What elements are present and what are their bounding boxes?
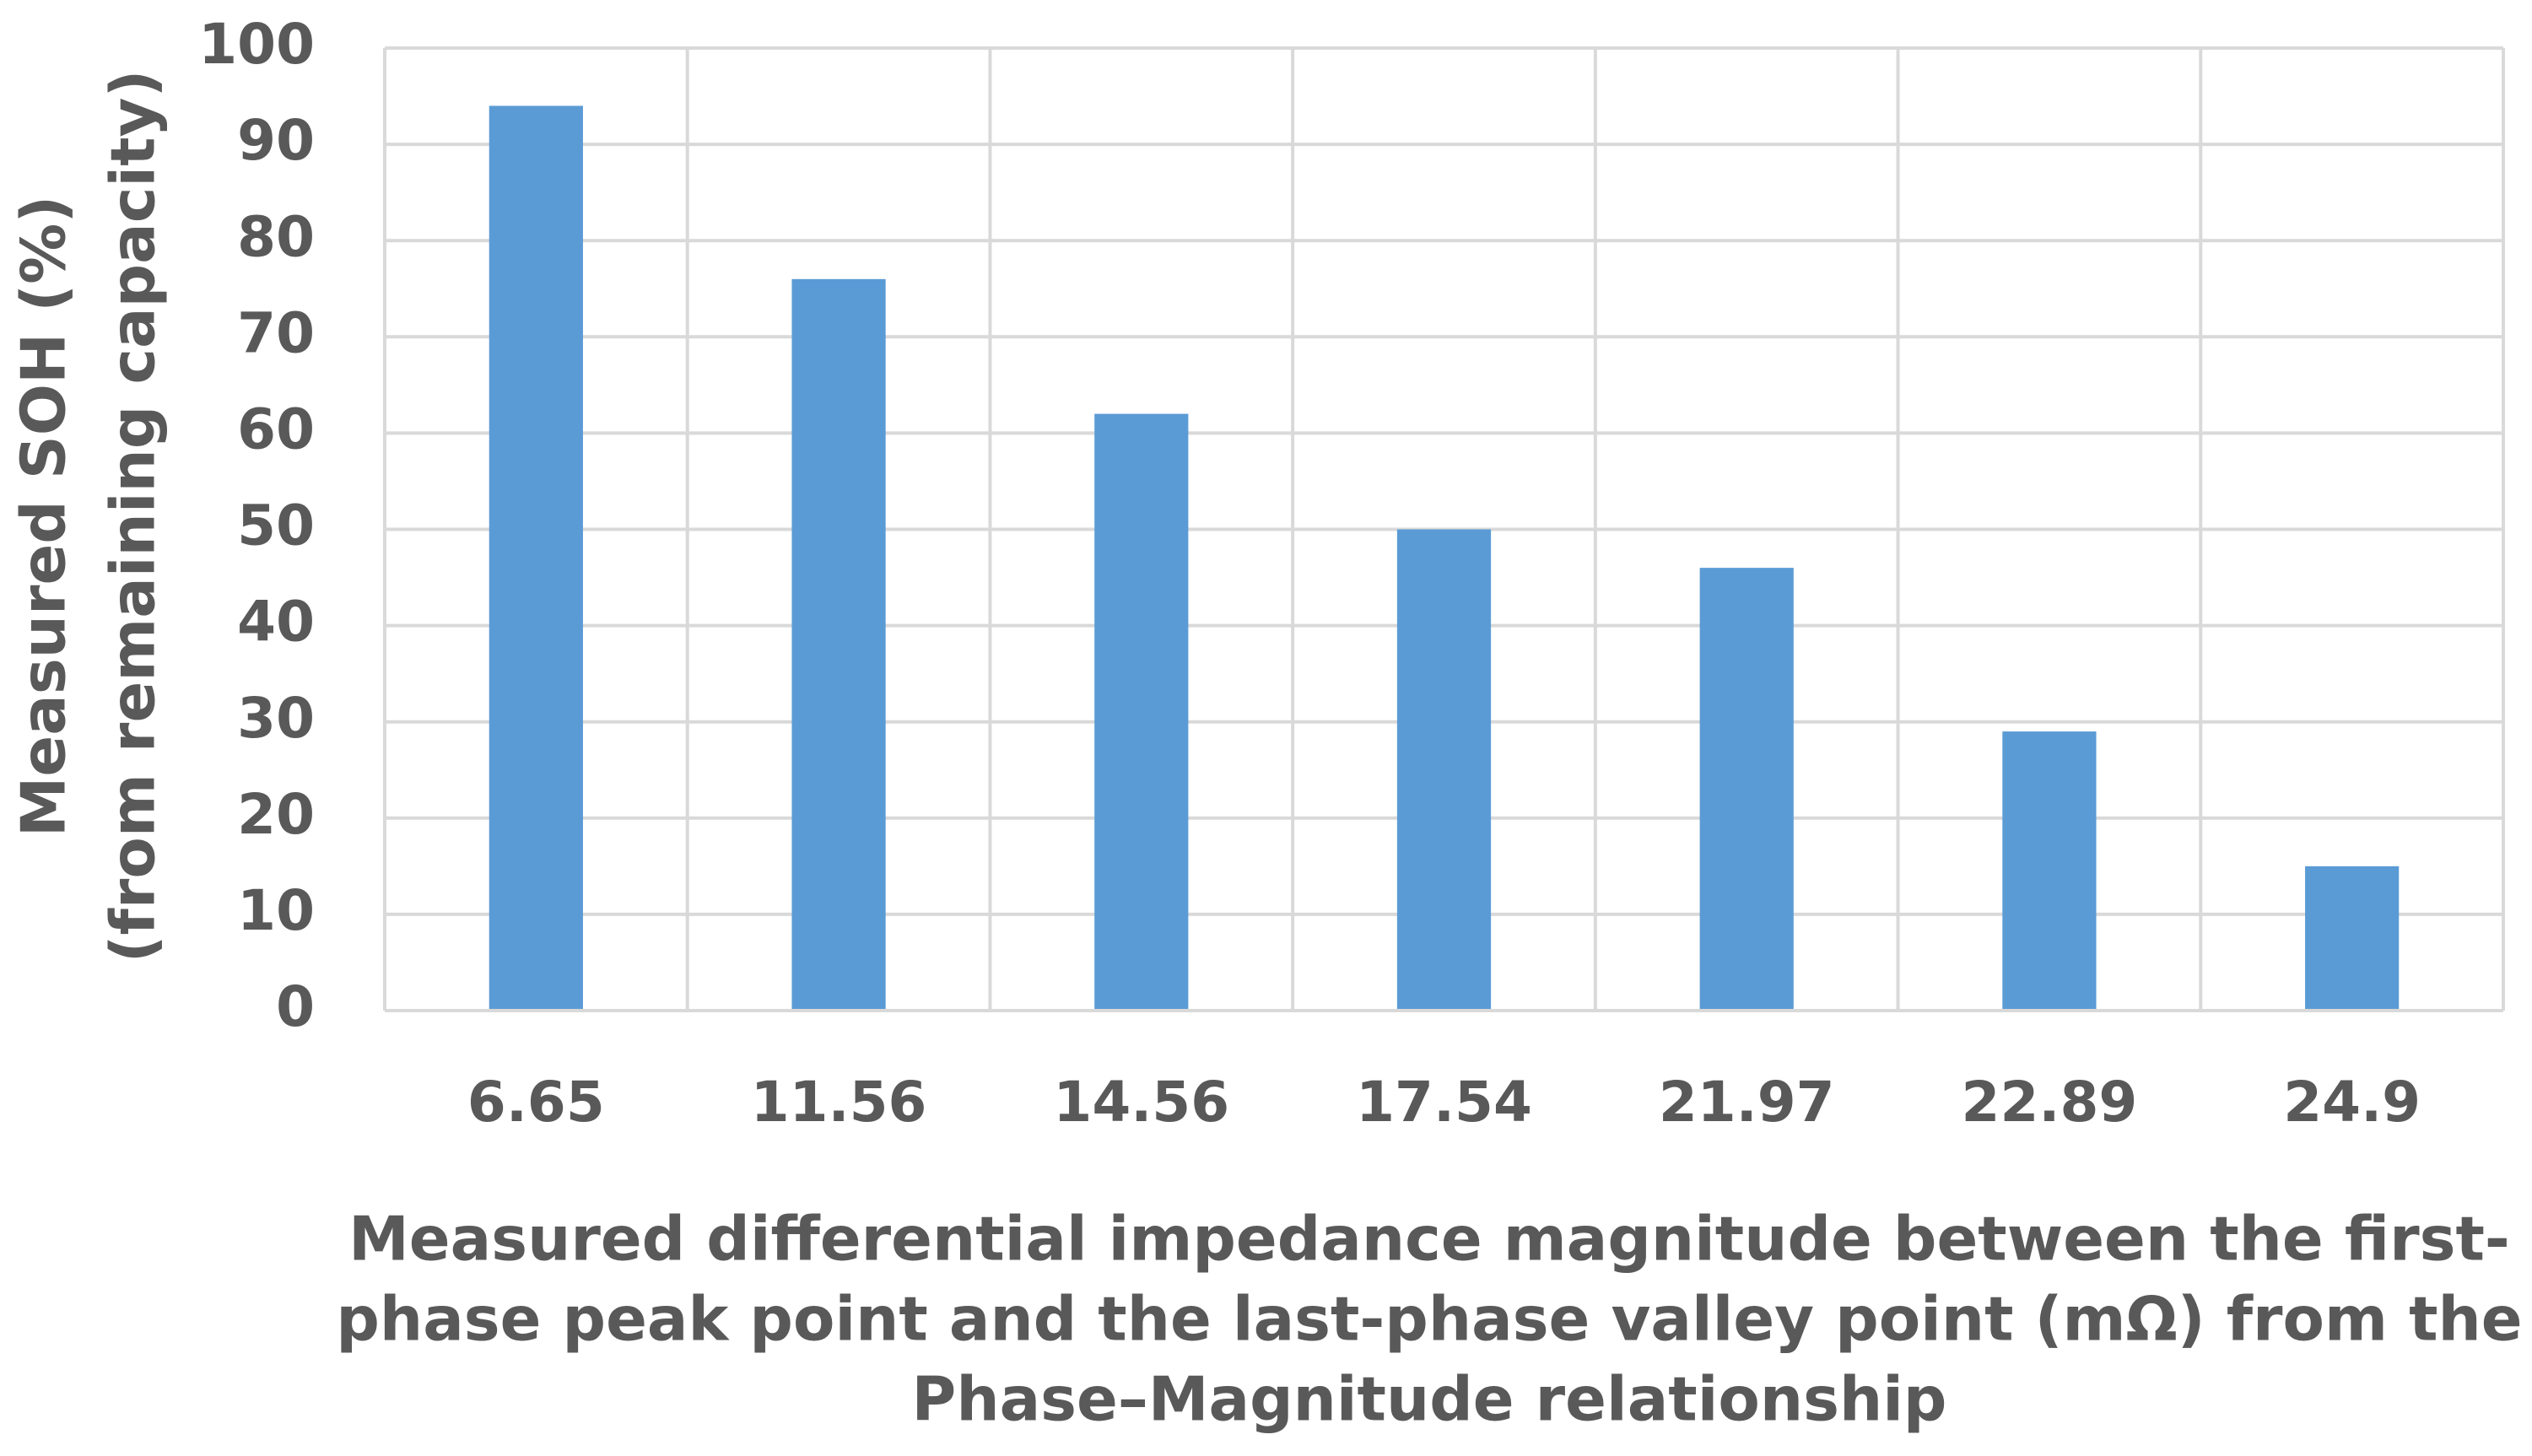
y-tick-label: 10 <box>237 878 315 943</box>
x-tick-label: 11.56 <box>751 1070 927 1135</box>
y-tick-label: 20 <box>237 782 315 847</box>
y-tick-label: 70 <box>237 300 315 365</box>
x-axis-title: Measured differential impedance magnitud… <box>348 1204 2510 1275</box>
x-tick-label: 21.97 <box>1659 1070 1835 1135</box>
y-axis-title: (from remaining capacity) <box>98 70 169 963</box>
x-axis-title: phase peak point and the last-phase vall… <box>336 1284 2522 1355</box>
y-tick-label: 50 <box>237 493 315 558</box>
bar <box>2305 866 2400 1011</box>
y-tick-label: 80 <box>237 204 315 269</box>
x-tick-label: 17.54 <box>1356 1070 1532 1135</box>
y-axis-title: Measured SOH (%) <box>8 196 79 837</box>
y-tick-label: 0 <box>276 974 315 1039</box>
bar <box>1699 568 1794 1011</box>
x-tick-label: 6.65 <box>467 1070 605 1135</box>
x-tick-label: 24.9 <box>2283 1070 2421 1135</box>
y-tick-label: 40 <box>237 590 315 655</box>
bar <box>1094 413 1189 1011</box>
bar <box>791 278 886 1011</box>
bar <box>2002 731 2097 1011</box>
y-tick-label: 100 <box>198 12 315 77</box>
x-tick-label: 14.56 <box>1053 1070 1229 1135</box>
y-tick-label: 30 <box>237 686 315 751</box>
x-axis-title: Phase–Magnitude relationship <box>912 1364 1947 1435</box>
y-tick-label: 60 <box>237 396 315 461</box>
bar <box>489 105 583 1011</box>
bar <box>1396 529 1492 1011</box>
x-tick-label: 22.89 <box>1962 1070 2138 1135</box>
y-tick-label: 90 <box>237 108 315 173</box>
